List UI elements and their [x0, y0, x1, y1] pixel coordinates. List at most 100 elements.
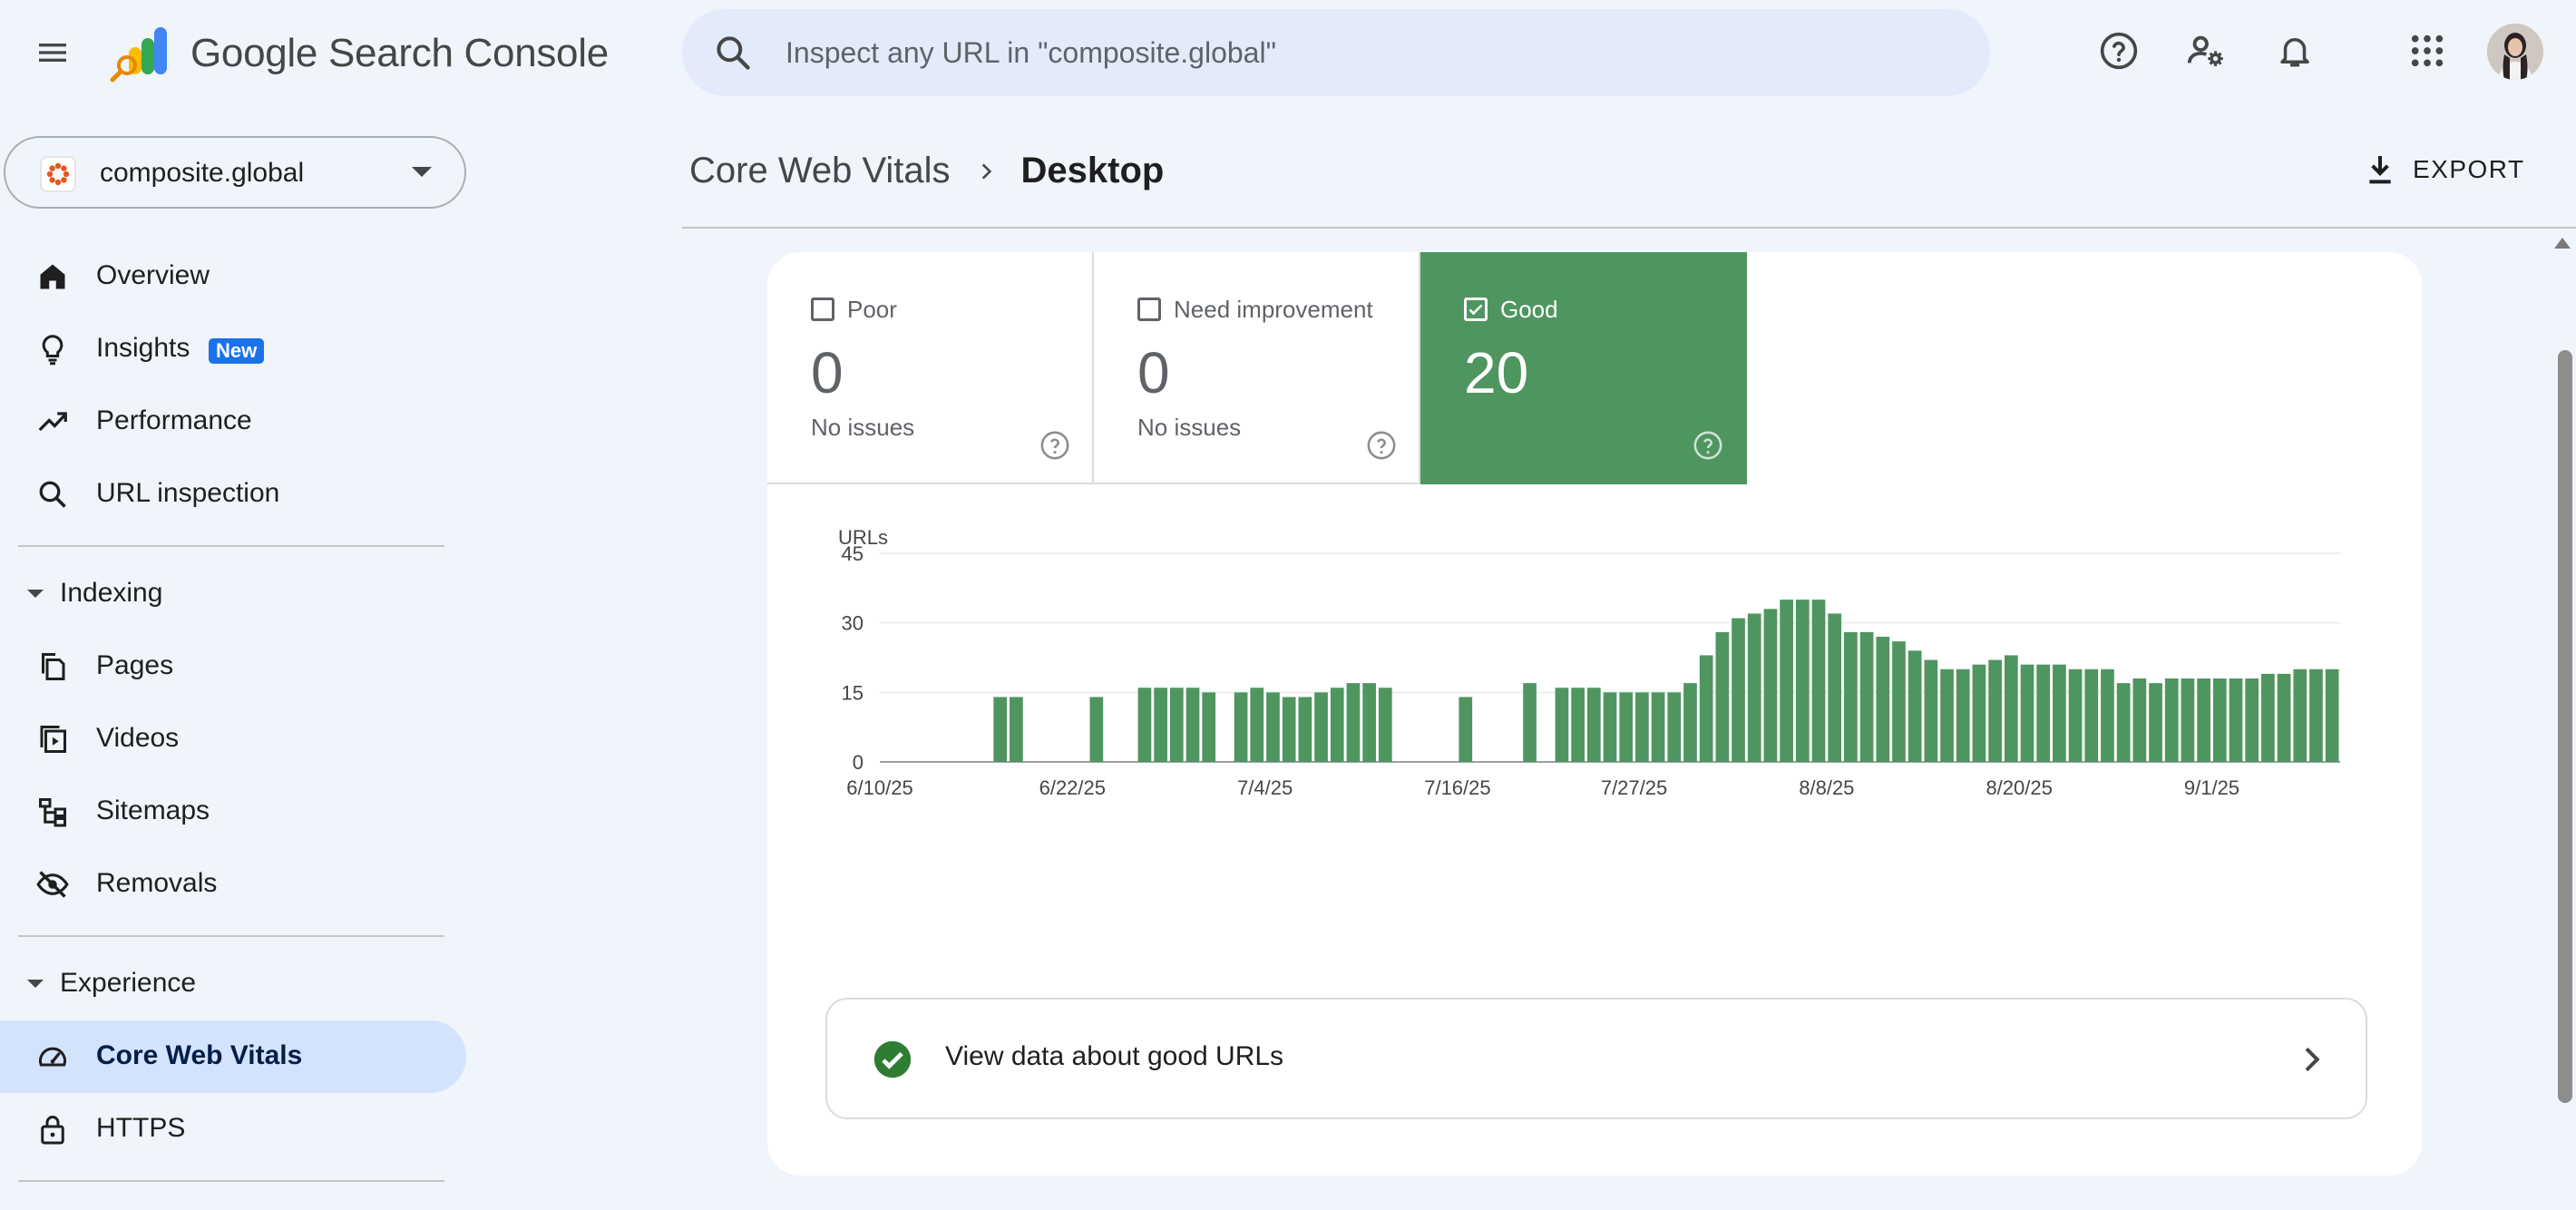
- y-tick-label: 30: [842, 612, 864, 635]
- sidebar-item-label: URL inspection: [96, 478, 280, 508]
- caret-down-icon: [27, 590, 44, 598]
- bar: [2068, 668, 2083, 762]
- search-input[interactable]: [785, 29, 1947, 76]
- menu-icon[interactable]: [27, 27, 78, 78]
- section-experience[interactable]: Experience: [0, 948, 466, 1020]
- bar: [2004, 655, 2018, 762]
- scroll-up-arrow-icon[interactable]: [2554, 238, 2571, 249]
- section-indexing[interactable]: Indexing: [0, 558, 466, 630]
- sidebar-item-videos[interactable]: Videos: [0, 703, 466, 776]
- bar: [1298, 697, 1312, 762]
- account-avatar[interactable]: [2487, 24, 2543, 80]
- tile-subtext: No issues: [1137, 414, 1242, 441]
- bar: [1330, 688, 1344, 762]
- sidebar-item-sitemaps[interactable]: Sitemaps: [0, 776, 466, 848]
- manage-users-icon[interactable]: [2181, 25, 2231, 76]
- app-title: Google Search Console: [190, 31, 609, 75]
- sidebar-item-core-web-vitals[interactable]: Core Web Vitals: [0, 1020, 466, 1093]
- sitemaps-icon: [34, 794, 71, 830]
- scrollbar-thumb[interactable]: [2558, 350, 2572, 1103]
- bar: [2325, 668, 2339, 762]
- help-icon[interactable]: [1366, 430, 1397, 461]
- bar: [2116, 683, 2131, 762]
- home-icon: [34, 259, 71, 295]
- chevron-right-icon: [974, 160, 998, 183]
- url-inspect-search[interactable]: [682, 9, 1990, 96]
- bar: [1651, 692, 1665, 762]
- help-icon[interactable]: [1039, 430, 1070, 461]
- notifications-icon[interactable]: [2269, 25, 2320, 76]
- top-app-bar: Google Search Console: [0, 0, 2576, 105]
- help-icon[interactable]: [2093, 25, 2144, 76]
- removals-icon: [34, 866, 71, 903]
- y-axis-label: URLs: [838, 526, 888, 549]
- sidebar-divider: [18, 545, 444, 547]
- sidebar-item-performance[interactable]: Performance: [0, 385, 466, 458]
- bar: [1234, 692, 1248, 762]
- bar: [1956, 668, 1970, 762]
- export-button[interactable]: EXPORT: [2362, 145, 2525, 194]
- bar: [1586, 688, 1601, 762]
- bar: [2181, 678, 2195, 762]
- bar: [2053, 664, 2066, 762]
- view-good-urls-row[interactable]: View data about good URLs: [825, 998, 2367, 1119]
- bar: [1619, 692, 1634, 762]
- bar: [1266, 692, 1280, 762]
- sidebar-item-url-inspection[interactable]: URL inspection: [0, 458, 466, 531]
- sidebar-item-https[interactable]: HTTPS: [0, 1093, 466, 1166]
- sidebar-item-label: Pages: [96, 650, 174, 680]
- bar: [1844, 631, 1858, 762]
- export-label: EXPORT: [2413, 155, 2525, 183]
- sidebar-item-label: Core Web Vitals: [96, 1040, 303, 1070]
- sidebar-item-overview[interactable]: Overview: [0, 240, 466, 313]
- property-name: composite.global: [100, 158, 305, 188]
- videos-icon: [34, 721, 71, 757]
- bar: [1250, 688, 1264, 762]
- breadcrumb: Core Web Vitals Desktop: [689, 151, 1164, 191]
- bar: [1362, 683, 1376, 762]
- bar: [1859, 631, 1874, 762]
- tile-label: Need improvement: [1174, 296, 1373, 323]
- new-badge: New: [209, 338, 265, 364]
- bar: [2036, 664, 2051, 762]
- tile-poor[interactable]: Poor 0 No issues: [767, 252, 1094, 484]
- poor-checkbox[interactable]: [811, 298, 834, 321]
- speedometer-icon: [34, 1039, 71, 1075]
- bar: [1683, 683, 1697, 762]
- bar: [1940, 668, 1954, 762]
- view-good-urls-label: View data about good URLs: [945, 1041, 1284, 1071]
- section-heading: Indexing: [60, 578, 163, 608]
- good-checkbox[interactable]: [1464, 298, 1488, 321]
- breadcrumb-parent[interactable]: Core Web Vitals: [689, 151, 951, 190]
- section-heading: Experience: [60, 968, 197, 998]
- tile-need-improvement[interactable]: Need improvement 0 No issues: [1094, 252, 1420, 484]
- sidebar-divider: [18, 1180, 444, 1182]
- search-icon[interactable]: [713, 33, 753, 73]
- lock-icon: [34, 1111, 71, 1147]
- property-selector[interactable]: composite.global: [4, 136, 466, 209]
- sidebar-item-removals[interactable]: Removals: [0, 848, 466, 921]
- bar: [1154, 688, 1167, 762]
- y-tick-label: 45: [842, 542, 864, 565]
- sidebar-item-label: Sitemaps: [96, 795, 210, 825]
- sidebar-item-label: HTTPS: [96, 1113, 186, 1143]
- bar: [1747, 613, 1761, 762]
- apps-grid-icon[interactable]: [2402, 25, 2453, 76]
- core-web-vitals-card: Poor 0 No issues Need improvement 0 No i…: [767, 252, 2422, 1176]
- page-title: Desktop: [1020, 151, 1165, 190]
- bar: [1667, 692, 1682, 762]
- sidebar-item-insights[interactable]: Insights New: [0, 313, 466, 385]
- tile-good[interactable]: Good 20: [1420, 252, 1747, 484]
- bar: [2277, 673, 2291, 762]
- sidebar-item-pages[interactable]: Pages: [0, 630, 466, 703]
- bar: [2212, 678, 2227, 762]
- x-tick-label: 6/10/25: [846, 776, 912, 799]
- bar: [1908, 650, 1922, 762]
- need-improvement-checkbox[interactable]: [1137, 298, 1161, 321]
- bar: [1378, 688, 1392, 762]
- bar: [1763, 609, 1778, 762]
- bar: [1282, 697, 1296, 762]
- bar: [2309, 668, 2323, 762]
- help-icon[interactable]: [1693, 430, 1723, 461]
- bar: [1780, 600, 1793, 762]
